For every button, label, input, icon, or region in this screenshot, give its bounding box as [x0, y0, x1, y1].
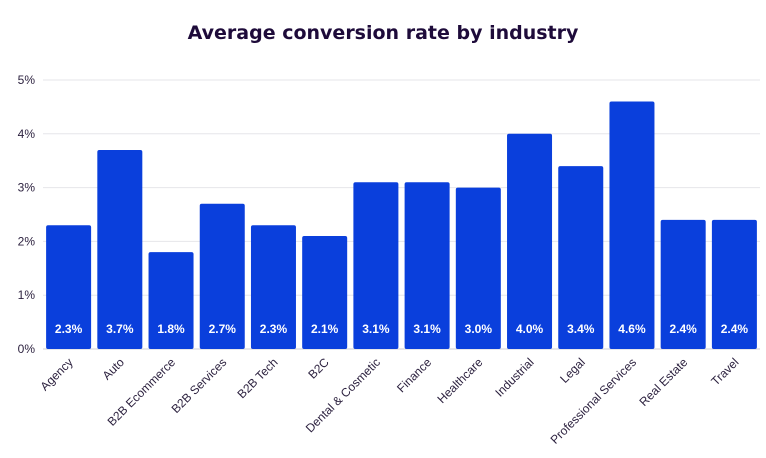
data-label: 2.4%	[669, 322, 697, 336]
y-tick-label: 5%	[18, 73, 36, 87]
x-tick-label: Auto	[100, 355, 128, 383]
data-label: 3.1%	[413, 322, 441, 336]
y-tick-label: 4%	[18, 127, 36, 141]
y-tick-label: 1%	[18, 288, 36, 302]
x-tick-label: Industrial	[492, 355, 536, 399]
data-labels: 2.3% 3.7% 1.8% 2.7% 2.3% 2.1% 3.1% 3.1% 3.0% 4.0%…	[55, 322, 748, 336]
bar[interactable]	[711, 219, 757, 349]
bar[interactable]	[353, 182, 399, 349]
bar[interactable]	[558, 166, 604, 349]
x-tick-label: B2B Tech	[235, 355, 281, 401]
x-tick-label: Legal	[557, 355, 588, 386]
bar[interactable]	[148, 252, 194, 349]
x-tick-label: Agency	[38, 355, 76, 393]
x-tick-label: Real Estate	[637, 355, 691, 409]
bar[interactable]	[660, 219, 706, 349]
bars	[46, 101, 757, 350]
y-tick-label: 0%	[18, 342, 36, 356]
y-tick-label: 3%	[18, 181, 36, 195]
data-label: 4.0%	[516, 322, 544, 336]
x-tick-label: B2C	[305, 355, 332, 382]
y-tick-label: 2%	[18, 234, 36, 248]
bar[interactable]	[609, 101, 655, 350]
bar[interactable]	[199, 203, 245, 349]
bar[interactable]	[250, 225, 296, 349]
data-label: 3.7%	[106, 322, 134, 336]
x-tick-label: Professional Services	[548, 355, 639, 446]
bar[interactable]	[302, 236, 348, 349]
data-label: 3.0%	[465, 322, 493, 336]
y-axis: 0% 1% 2% 3% 4% 5%	[18, 73, 36, 356]
data-label: 2.3%	[55, 322, 83, 336]
data-label: 2.7%	[209, 322, 237, 336]
data-label: 2.3%	[260, 322, 288, 336]
data-label: 4.6%	[618, 322, 646, 336]
x-tick-label: Healthcare	[435, 355, 486, 406]
bar[interactable]	[404, 182, 450, 349]
data-label: 2.4%	[721, 322, 749, 336]
x-tick-label: Finance	[394, 355, 434, 395]
data-label: 1.8%	[157, 322, 185, 336]
chart-title: Average conversion rate by industry	[187, 22, 579, 44]
bar[interactable]	[97, 149, 143, 349]
x-tick-label: Travel	[708, 355, 741, 388]
data-label: 3.1%	[362, 322, 390, 336]
data-label: 3.4%	[567, 322, 595, 336]
data-label: 2.1%	[311, 322, 339, 336]
bar[interactable]	[46, 225, 92, 349]
x-tick-label: B2B Services	[169, 355, 230, 416]
bar[interactable]	[455, 187, 501, 349]
bar[interactable]	[507, 133, 553, 349]
